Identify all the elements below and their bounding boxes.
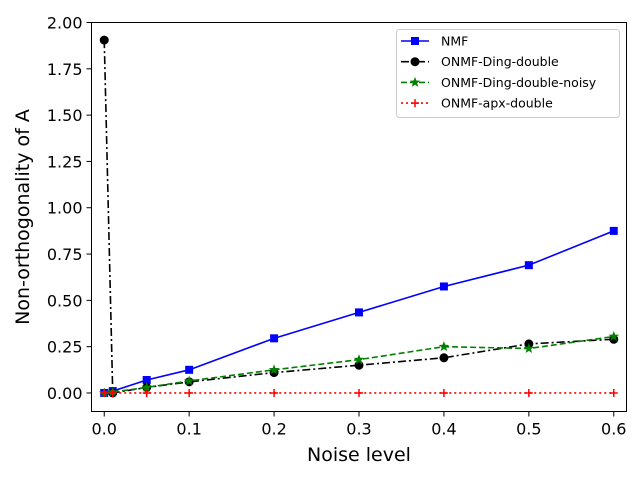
data-point-nmf	[439, 282, 448, 291]
legend-marker-nmf	[411, 37, 419, 45]
data-point-onmf-apx-double	[524, 388, 533, 397]
x-tick-label: 0.0	[92, 420, 117, 439]
data-point-onmf-ding-double-noisy	[141, 381, 152, 392]
x-axis-title: Noise level	[307, 444, 411, 466]
data-point-onmf-apx-double	[142, 388, 151, 397]
data-point-onmf-apx-double	[100, 388, 109, 397]
y-tick-label: 2.00	[47, 14, 83, 33]
y-tick-label: 0.00	[47, 384, 83, 403]
data-point-nmf	[270, 334, 279, 343]
legend-label-nmf: NMF	[441, 34, 468, 49]
legend-marker-onmf-ding-double	[410, 57, 420, 67]
data-point-onmf-ding-double-noisy	[523, 343, 535, 353]
data-point-onmf-apx-double	[108, 388, 117, 397]
legend-box	[396, 29, 620, 118]
y-tick-label: 1.00	[47, 199, 83, 218]
x-tick-label: 0.3	[346, 420, 371, 439]
data-point-onmf-apx-double	[185, 388, 194, 397]
x-tick-label: 0.1	[176, 420, 201, 439]
data-point-onmf-apx-double	[270, 388, 279, 397]
legend-label-onmf-ding-double-noisy: ONMF-Ding-double-noisy	[441, 75, 597, 90]
data-point-onmf-ding-double-noisy	[353, 354, 365, 365]
y-tick-label: 0.50	[47, 291, 83, 310]
legend-label-onmf-apx-double: ONMF-apx-double	[441, 96, 553, 111]
x-tick-label: 0.5	[516, 420, 541, 439]
data-point-onmf-ding-double-noisy	[608, 330, 619, 341]
y-axis: 0.00 0.25 0.50 0.75 1.00 1.25 1.50 1.75 2.00	[47, 14, 92, 403]
y-tick-label: 1.75	[47, 60, 83, 79]
data-point-onmf-ding-double	[439, 353, 449, 363]
series-layer	[99, 35, 619, 398]
data-point-onmf-apx-double	[439, 388, 448, 397]
x-tick-label: 0.4	[431, 420, 456, 439]
y-tick-label: 0.25	[47, 338, 83, 357]
data-point-nmf	[524, 261, 533, 270]
data-point-nmf	[185, 365, 194, 374]
x-axis: 0.0 0.1 0.2 0.3 0.4 0.5 0.6	[92, 411, 626, 439]
y-tick-label: 1.25	[47, 152, 83, 171]
data-point-onmf-apx-double	[355, 388, 363, 397]
data-point-onmf-ding-double-noisy	[268, 364, 280, 375]
data-point-onmf-ding-double-noisy	[438, 341, 450, 352]
data-point-nmf	[355, 308, 363, 317]
y-tick-label: 1.50	[47, 106, 83, 125]
data-point-onmf-apx-double	[609, 388, 618, 397]
legend: NMF ONMF-Ding-double ONMF-Ding-double-nois…	[396, 29, 620, 118]
legend-marker-onmf-apx-double	[411, 99, 419, 108]
data-point-nmf	[142, 376, 151, 385]
series-onmf-apx-double	[100, 388, 618, 397]
x-tick-label: 0.2	[261, 420, 286, 439]
x-tick-label: 0.6	[601, 420, 626, 439]
data-point-onmf-ding-double-noisy	[183, 375, 195, 386]
legend-marker-onmf-ding-double-noisy	[409, 76, 421, 87]
y-axis-title: Non-orthogonality of A	[12, 109, 34, 325]
legend-label-onmf-ding-double: ONMF-Ding-double	[441, 54, 559, 69]
data-point-nmf	[609, 226, 618, 235]
data-point-onmf-ding-double	[99, 35, 109, 45]
data-point-onmf-ding-double	[354, 360, 364, 370]
y-tick-label: 0.75	[47, 245, 83, 264]
